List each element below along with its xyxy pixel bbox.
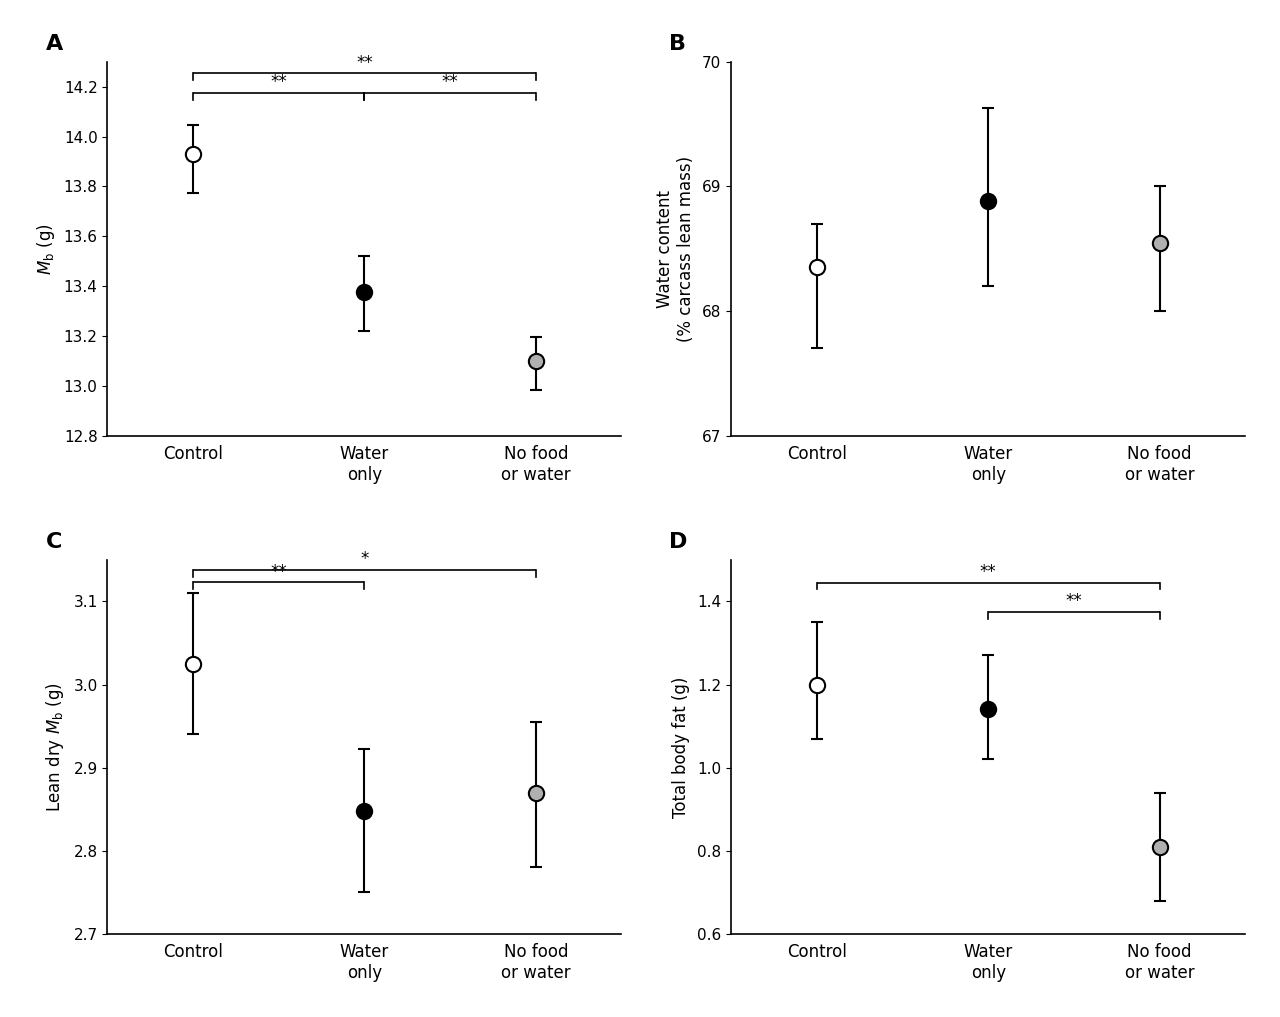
Text: **: **: [356, 54, 372, 71]
Text: **: **: [270, 73, 287, 92]
Text: A: A: [46, 35, 63, 54]
Y-axis label: Total body fat (g): Total body fat (g): [672, 676, 690, 818]
Text: **: **: [1065, 592, 1083, 610]
Y-axis label: Water content
(% carcass lean mass): Water content (% carcass lean mass): [657, 156, 695, 342]
Y-axis label: Lean dry $M_\mathrm{b}$ (g): Lean dry $M_\mathrm{b}$ (g): [45, 682, 67, 812]
Text: B: B: [669, 35, 686, 54]
Text: **: **: [442, 73, 458, 92]
Text: *: *: [360, 550, 369, 569]
Text: D: D: [669, 533, 687, 552]
Y-axis label: $M_\mathrm{b}$ (g): $M_\mathrm{b}$ (g): [35, 223, 56, 275]
Text: C: C: [46, 533, 61, 552]
Text: **: **: [270, 562, 287, 581]
Text: **: **: [980, 563, 997, 582]
